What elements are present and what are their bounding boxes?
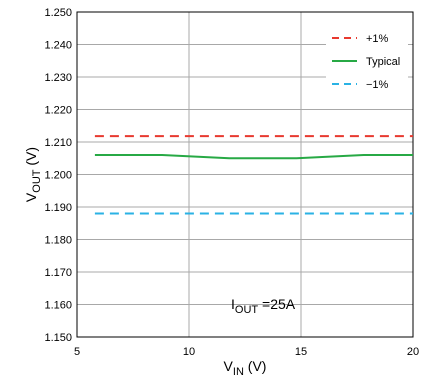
iout-annotation: IOUT =25A [231, 296, 296, 316]
y-tick-label: 1.210 [44, 137, 72, 149]
y-tick-label: 1.250 [44, 7, 72, 19]
y-tick-label: 1.160 [44, 300, 72, 312]
y-tick-label: 1.180 [44, 235, 72, 247]
y-tick-labels: 1.150 1.160 1.170 1.180 1.190 1.200 1.210 1.220… [44, 7, 72, 344]
y-tick-label: 1.200 [44, 170, 72, 182]
x-tick-label: 15 [295, 346, 307, 358]
legend: +1% Typical −1% [326, 28, 408, 94]
y-axis-title: VOUT (V) [23, 147, 43, 202]
x-axis-title: VIN (V) [224, 358, 267, 378]
series-line [94, 154, 413, 160]
y-tick-label: 1.150 [44, 332, 72, 344]
y-tick-label: 1.190 [44, 202, 72, 214]
y-tick-label: 1.220 [44, 105, 72, 117]
legend-label: +1% [366, 33, 389, 45]
legend-label: Typical [366, 56, 400, 68]
x-tick-label: 20 [407, 346, 419, 358]
plot-frame [76, 11, 414, 338]
y-tick-label: 1.240 [44, 40, 72, 52]
y-tick-label: 1.230 [44, 72, 72, 84]
grid [77, 12, 413, 337]
legend-label: −1% [366, 79, 389, 91]
series-group [94, 135, 413, 215]
x-tick-labels: 5 10 15 20 [74, 346, 419, 358]
x-tick-label: 5 [74, 346, 80, 358]
x-tick-label: 10 [183, 346, 195, 358]
y-tick-label: 1.170 [44, 267, 72, 279]
